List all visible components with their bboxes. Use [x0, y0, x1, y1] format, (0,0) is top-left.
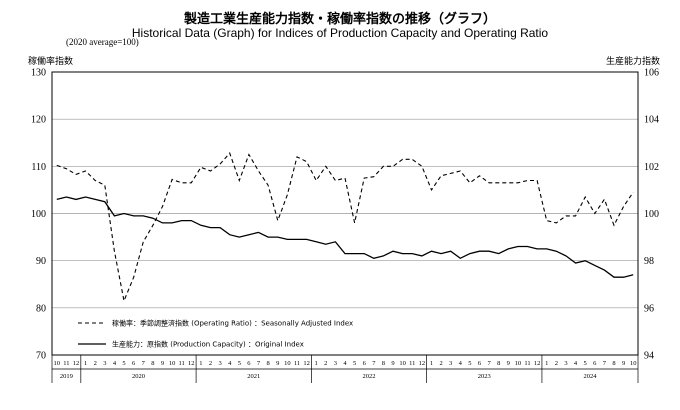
month-tick-label: 10	[515, 360, 522, 367]
left-tick-label: 70	[36, 351, 46, 362]
month-tick-label: 12	[534, 360, 541, 367]
right-tick-label: 100	[644, 209, 659, 220]
year-label: 2024	[583, 373, 597, 380]
base-year-note: (2020 average=100)	[66, 37, 139, 47]
chart-subtitle: Historical Data (Graph) for Indices of P…	[131, 26, 549, 40]
month-tick-label: 11	[524, 360, 530, 367]
month-tick-label: 9	[161, 360, 164, 367]
month-tick-label: 9	[391, 360, 394, 367]
month-tick-label: 11	[179, 360, 185, 367]
right-tick-label: 96	[644, 303, 654, 314]
month-tick-label: 4	[113, 360, 117, 367]
month-tick-label: 9	[507, 360, 510, 367]
right-tick-label: 94	[644, 351, 654, 362]
month-tick-label: 2	[209, 360, 212, 367]
year-label: 2020	[132, 373, 145, 380]
month-tick-label: 9	[276, 360, 279, 367]
month-tick-label: 2	[555, 360, 558, 367]
month-tick-label: 6	[247, 360, 251, 367]
grid-lines	[52, 118, 638, 309]
month-tick-label: 8	[382, 360, 385, 367]
legend: 稼働率：季節調整済指数 (Operating Ratio) ：Seasonall…	[78, 319, 353, 349]
month-tick-label: 6	[478, 360, 482, 367]
month-tick-label: 5	[584, 360, 587, 367]
month-tick-label: 12	[188, 360, 195, 367]
left-tick-label: 90	[36, 256, 46, 267]
month-tick-label: 2	[439, 360, 442, 367]
production-capacity-line	[56, 196, 634, 278]
year-label: 2021	[247, 373, 260, 380]
year-label: 2019	[60, 373, 73, 380]
operating-ratio-line	[56, 152, 634, 303]
month-tick-label: 6	[363, 360, 367, 367]
month-tick-label: 4	[343, 360, 347, 367]
month-tick-label: 3	[564, 360, 567, 367]
month-tick-label: 1	[545, 360, 548, 367]
month-tick-label: 10	[54, 360, 61, 367]
month-tick-label: 10	[399, 360, 406, 367]
chart-title: 製造工業生産能力指数・稼働率指数の推移（グラフ）	[183, 12, 496, 27]
month-tick-label: 1	[84, 360, 87, 367]
month-tick-label: 3	[103, 360, 106, 367]
right-axis-label: 生産能力指数	[605, 57, 660, 67]
axes	[51, 71, 639, 356]
month-tick-label: 12	[73, 360, 80, 367]
left-axis-label: 稼働率指数	[28, 57, 74, 67]
plot-frame	[51, 71, 639, 356]
left-tick-label: 110	[31, 162, 46, 173]
left-tick-label: 130	[31, 68, 46, 79]
right-tick-label: 104	[644, 115, 659, 126]
month-tick-label: 2	[324, 360, 327, 367]
year-label: 2023	[478, 373, 491, 380]
year-label: 2022	[363, 373, 376, 380]
month-tick-label: 8	[267, 360, 270, 367]
month-tick-label: 8	[151, 360, 154, 367]
month-tick-label: 3	[334, 360, 337, 367]
left-tick-label: 80	[36, 303, 46, 314]
month-tick-label: 8	[612, 360, 615, 367]
month-tick-label: 4	[459, 360, 463, 367]
month-tick-label: 5	[238, 360, 241, 367]
x-axis: 10 11 12 1 2 3 4 5 6 7 8 9 10 11 12 1 2 3 4 5 6 7 8 9 10 11 12 1 2 3 4…	[51, 355, 639, 383]
month-tick-label: 5	[122, 360, 125, 367]
month-tick-label: 7	[487, 360, 491, 367]
month-tick-label: 11	[63, 360, 69, 367]
series-lines	[56, 152, 634, 303]
right-axis-ticks: 94 96 98 100 102 104 106	[644, 68, 659, 362]
month-tick-label: 7	[603, 360, 607, 367]
month-tick-label: 7	[257, 360, 261, 367]
legend-entry: 生産能力：原指数 (Production Capacity) ：Original…	[112, 340, 304, 349]
left-tick-label: 120	[31, 115, 46, 126]
month-tick-label: 11	[409, 360, 415, 367]
month-tick-label: 7	[142, 360, 146, 367]
month-tick-label: 3	[449, 360, 452, 367]
right-tick-label: 98	[644, 256, 654, 267]
month-tick-label: 4	[574, 360, 578, 367]
month-tick-label: 5	[353, 360, 356, 367]
left-tick-label: 100	[31, 209, 46, 220]
month-tick-label: 7	[372, 360, 376, 367]
month-tick-label: 4	[228, 360, 232, 367]
month-tick-label: 5	[468, 360, 471, 367]
month-tick-label: 12	[419, 360, 426, 367]
month-tick-label: 6	[593, 360, 597, 367]
month-tick-label: 2	[94, 360, 97, 367]
month-tick-label: 8	[497, 360, 500, 367]
month-tick-label: 10	[169, 360, 176, 367]
month-tick-label: 1	[199, 360, 202, 367]
right-tick-label: 102	[644, 162, 659, 173]
right-tick-label: 106	[644, 68, 659, 79]
month-tick-label: 12	[303, 360, 310, 367]
legend-entry: 稼働率：季節調整済指数 (Operating Ratio) ：Seasonall…	[112, 319, 353, 328]
month-tick-label: 11	[294, 360, 300, 367]
month-tick-label: 9	[622, 360, 625, 367]
month-tick-label: 6	[132, 360, 136, 367]
month-tick-label: 10	[284, 360, 291, 367]
month-tick-label: 1	[430, 360, 433, 367]
left-axis-ticks: 70 80 90 100 110 120 130	[31, 68, 46, 362]
month-tick-label: 3	[218, 360, 221, 367]
month-tick-label: 10	[630, 360, 637, 367]
month-tick-label: 1	[315, 360, 318, 367]
